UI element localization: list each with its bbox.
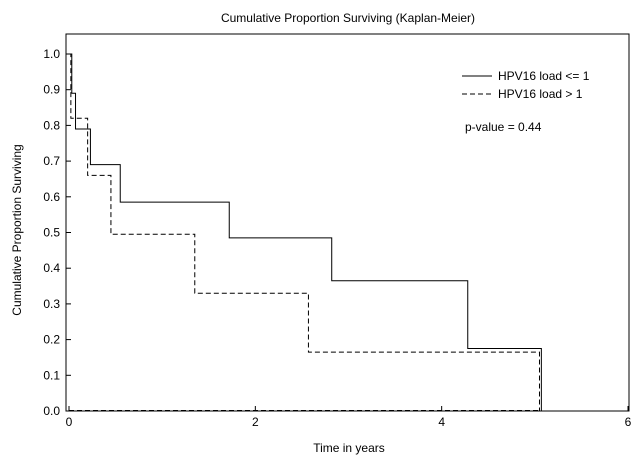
x-axis-ticks: 0 2 4 6 — [66, 406, 632, 429]
y-tick-label: 0.7 — [43, 154, 60, 168]
y-axis-ticks: 0.0 0.1 0.2 0.3 0.4 0.5 0.6 0.7 0.8 0.9 1.0 — [43, 47, 71, 418]
series-layer — [69, 53, 542, 411]
y-tick-label: 0.6 — [43, 190, 60, 204]
x-tick-label: 4 — [438, 415, 445, 429]
y-tick-label: 1.0 — [43, 47, 60, 61]
series-line-low-load — [69, 53, 542, 411]
y-tick-label: 0.9 — [43, 83, 60, 97]
y-tick-label: 0.4 — [43, 261, 60, 275]
y-tick-label: 0.5 — [43, 226, 60, 240]
plot-frame — [65, 33, 630, 412]
legend-label-low-load: HPV16 load <= 1 — [498, 69, 590, 83]
x-tick-label: 2 — [252, 415, 259, 429]
x-axis-label: Time in years — [313, 441, 385, 455]
x-tick-label: 0 — [66, 415, 73, 429]
y-tick-label: 0.0 — [43, 404, 60, 418]
y-tick-label: 0.1 — [43, 368, 60, 382]
y-tick-label: 0.2 — [43, 333, 60, 347]
legend-label-high-load: HPV16 load > 1 — [498, 87, 583, 101]
chart-title: Cumulative Proportion Surviving (Kaplan-… — [221, 11, 475, 25]
series-line-high-load — [69, 53, 540, 411]
x-tick-label: 6 — [625, 415, 632, 429]
y-axis-label: Cumulative Proportion Surviving — [10, 144, 24, 315]
p-value-annotation: p-value = 0.44 — [465, 120, 542, 134]
y-tick-label: 0.8 — [43, 118, 60, 132]
y-tick-label: 0.3 — [43, 297, 60, 311]
legend: HPV16 load <= 1 HPV16 load > 1 — [462, 69, 590, 101]
